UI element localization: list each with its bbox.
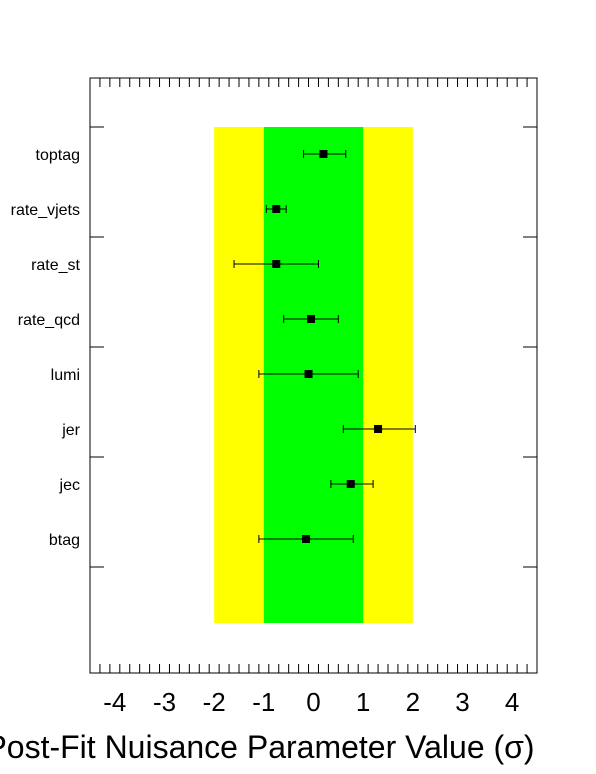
parameter-label-jer: jer xyxy=(61,422,80,439)
sigma-band-1 xyxy=(264,127,363,623)
x-tick-label: -3 xyxy=(153,687,176,717)
pull-marker xyxy=(302,535,310,543)
parameter-label-btag: btag xyxy=(49,532,80,549)
x-tick-label: -4 xyxy=(103,687,126,717)
sigma-bands xyxy=(214,127,413,623)
parameter-label-rate_qcd: rate_qcd xyxy=(18,312,80,329)
pull-marker xyxy=(374,425,382,433)
pull-marker xyxy=(305,370,313,378)
pull-marker xyxy=(319,150,327,158)
x-tick-label: -2 xyxy=(203,687,226,717)
x-tick-label: 3 xyxy=(455,687,469,717)
pull-marker xyxy=(347,480,355,488)
parameter-label-lumi: lumi xyxy=(51,367,80,384)
x-tick-label: -1 xyxy=(252,687,275,717)
x-tick-labels: -4 -3 -2 -1 0 1 2 3 4 xyxy=(103,687,519,717)
x-tick-label: 0 xyxy=(306,687,320,717)
parameter-label-rate_st: rate_st xyxy=(31,257,80,274)
x-tick-label: 1 xyxy=(356,687,370,717)
x-axis-title: Post-Fit Nuisance Parameter Value (σ) xyxy=(0,729,535,765)
pull-marker xyxy=(307,315,315,323)
x-tick-label: 2 xyxy=(406,687,420,717)
parameter-label-rate_vjets: rate_vjets xyxy=(11,202,80,219)
parameter-label-toptag: toptag xyxy=(36,147,80,164)
pull-marker xyxy=(272,205,280,213)
pull-marker xyxy=(272,260,280,268)
parameter-label-jec: jec xyxy=(59,477,80,494)
x-tick-label: 4 xyxy=(505,687,519,717)
